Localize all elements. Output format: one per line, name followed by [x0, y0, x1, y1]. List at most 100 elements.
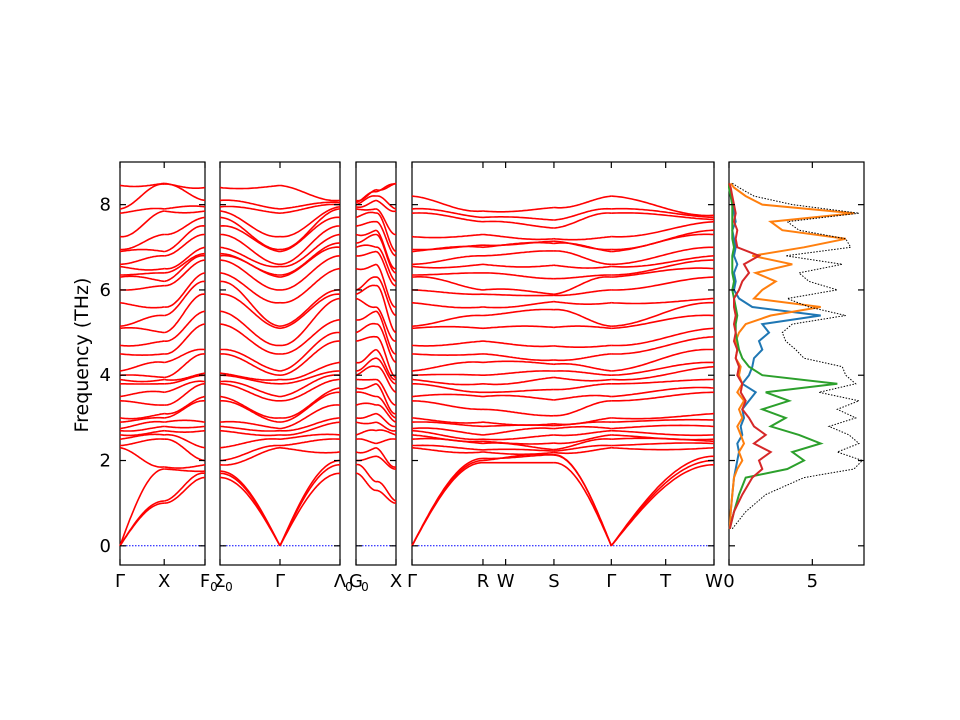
band-line [482, 421, 554, 426]
band-line [553, 429, 612, 437]
high-symmetry-label: S [548, 571, 559, 592]
band-line [219, 310, 280, 347]
band-line [219, 246, 281, 268]
band-line [611, 327, 715, 347]
band-line [375, 229, 397, 270]
band-line [611, 229, 715, 251]
band-line [355, 463, 377, 483]
dos-series-line [728, 182, 855, 529]
band-line [219, 429, 281, 437]
dos-x-tick-label: 5 [807, 571, 818, 592]
band-line [164, 216, 206, 236]
band-line [119, 353, 165, 357]
band-line [482, 325, 554, 330]
band-line [279, 387, 341, 419]
y-tick-label: 0 [100, 536, 111, 557]
band-line [411, 459, 484, 547]
y-tick-label: 4 [100, 365, 111, 386]
band-line [375, 284, 397, 334]
band-line [611, 246, 714, 266]
band-line [219, 224, 281, 253]
band-line [411, 301, 484, 309]
band-line [279, 361, 341, 381]
band-line [411, 195, 484, 213]
band-line [219, 395, 281, 419]
band-line [610, 464, 714, 547]
band-line [119, 412, 165, 420]
band-line [553, 394, 612, 401]
band-line [119, 314, 165, 327]
band-line [220, 280, 281, 327]
band-line [355, 263, 377, 271]
band-line [482, 233, 554, 241]
band-line [553, 376, 612, 382]
band-line [164, 429, 206, 433]
band-line [219, 210, 281, 238]
band-line [553, 438, 612, 451]
band-line [279, 201, 341, 210]
band-line [356, 357, 376, 372]
y-tick-label: 2 [100, 451, 111, 472]
high-symmetry-label: Γ [275, 571, 285, 592]
band-line [219, 380, 281, 398]
band-line [119, 265, 165, 271]
band-line [355, 335, 376, 342]
band-line [375, 306, 397, 343]
band-line [375, 412, 397, 428]
band-line [610, 459, 715, 547]
band-line [553, 383, 612, 391]
band-line [279, 246, 341, 278]
band-line [355, 297, 377, 309]
band-line [164, 182, 206, 189]
band-line [279, 472, 341, 547]
band-line [355, 188, 377, 202]
band-line [119, 425, 165, 432]
band-line [376, 455, 397, 470]
band-line [164, 468, 205, 473]
band-line [164, 205, 206, 210]
band-line [120, 272, 165, 276]
band-line [553, 240, 612, 251]
band-line [411, 361, 484, 372]
band-line [219, 293, 281, 330]
band-line [482, 293, 554, 297]
dos-series-line [728, 182, 773, 530]
band-line [356, 472, 377, 492]
band-line [164, 348, 206, 364]
band-line [411, 207, 484, 219]
band-line [553, 425, 612, 430]
band-line [375, 480, 397, 502]
band-line [611, 220, 715, 238]
y-tick-label: 6 [100, 280, 111, 301]
band-lines [119, 182, 715, 547]
band-line [411, 314, 483, 327]
band-line [411, 427, 484, 436]
band-line [483, 453, 554, 460]
band-line [411, 212, 484, 223]
band-line [279, 438, 341, 447]
band-line [482, 376, 554, 386]
high-symmetry-label: Γ [407, 571, 417, 592]
band-line [611, 207, 715, 219]
band-line [220, 470, 281, 547]
band-line [219, 372, 281, 381]
band-line [279, 319, 341, 355]
band-line [553, 363, 612, 372]
band-line [553, 454, 613, 547]
band-line [219, 259, 280, 291]
band-line [411, 276, 484, 291]
band-line [611, 365, 715, 381]
band-line [355, 322, 377, 334]
band-line [220, 476, 281, 547]
band-line [611, 297, 715, 305]
band-line [355, 429, 377, 436]
band-line [355, 208, 377, 211]
band-line [279, 417, 341, 432]
high-symmetry-label: W [497, 571, 515, 592]
band-line [279, 289, 340, 327]
band-line [119, 378, 165, 383]
band-line [279, 293, 341, 330]
band-line [611, 418, 715, 423]
band-line [411, 340, 484, 347]
band-line [355, 199, 377, 208]
